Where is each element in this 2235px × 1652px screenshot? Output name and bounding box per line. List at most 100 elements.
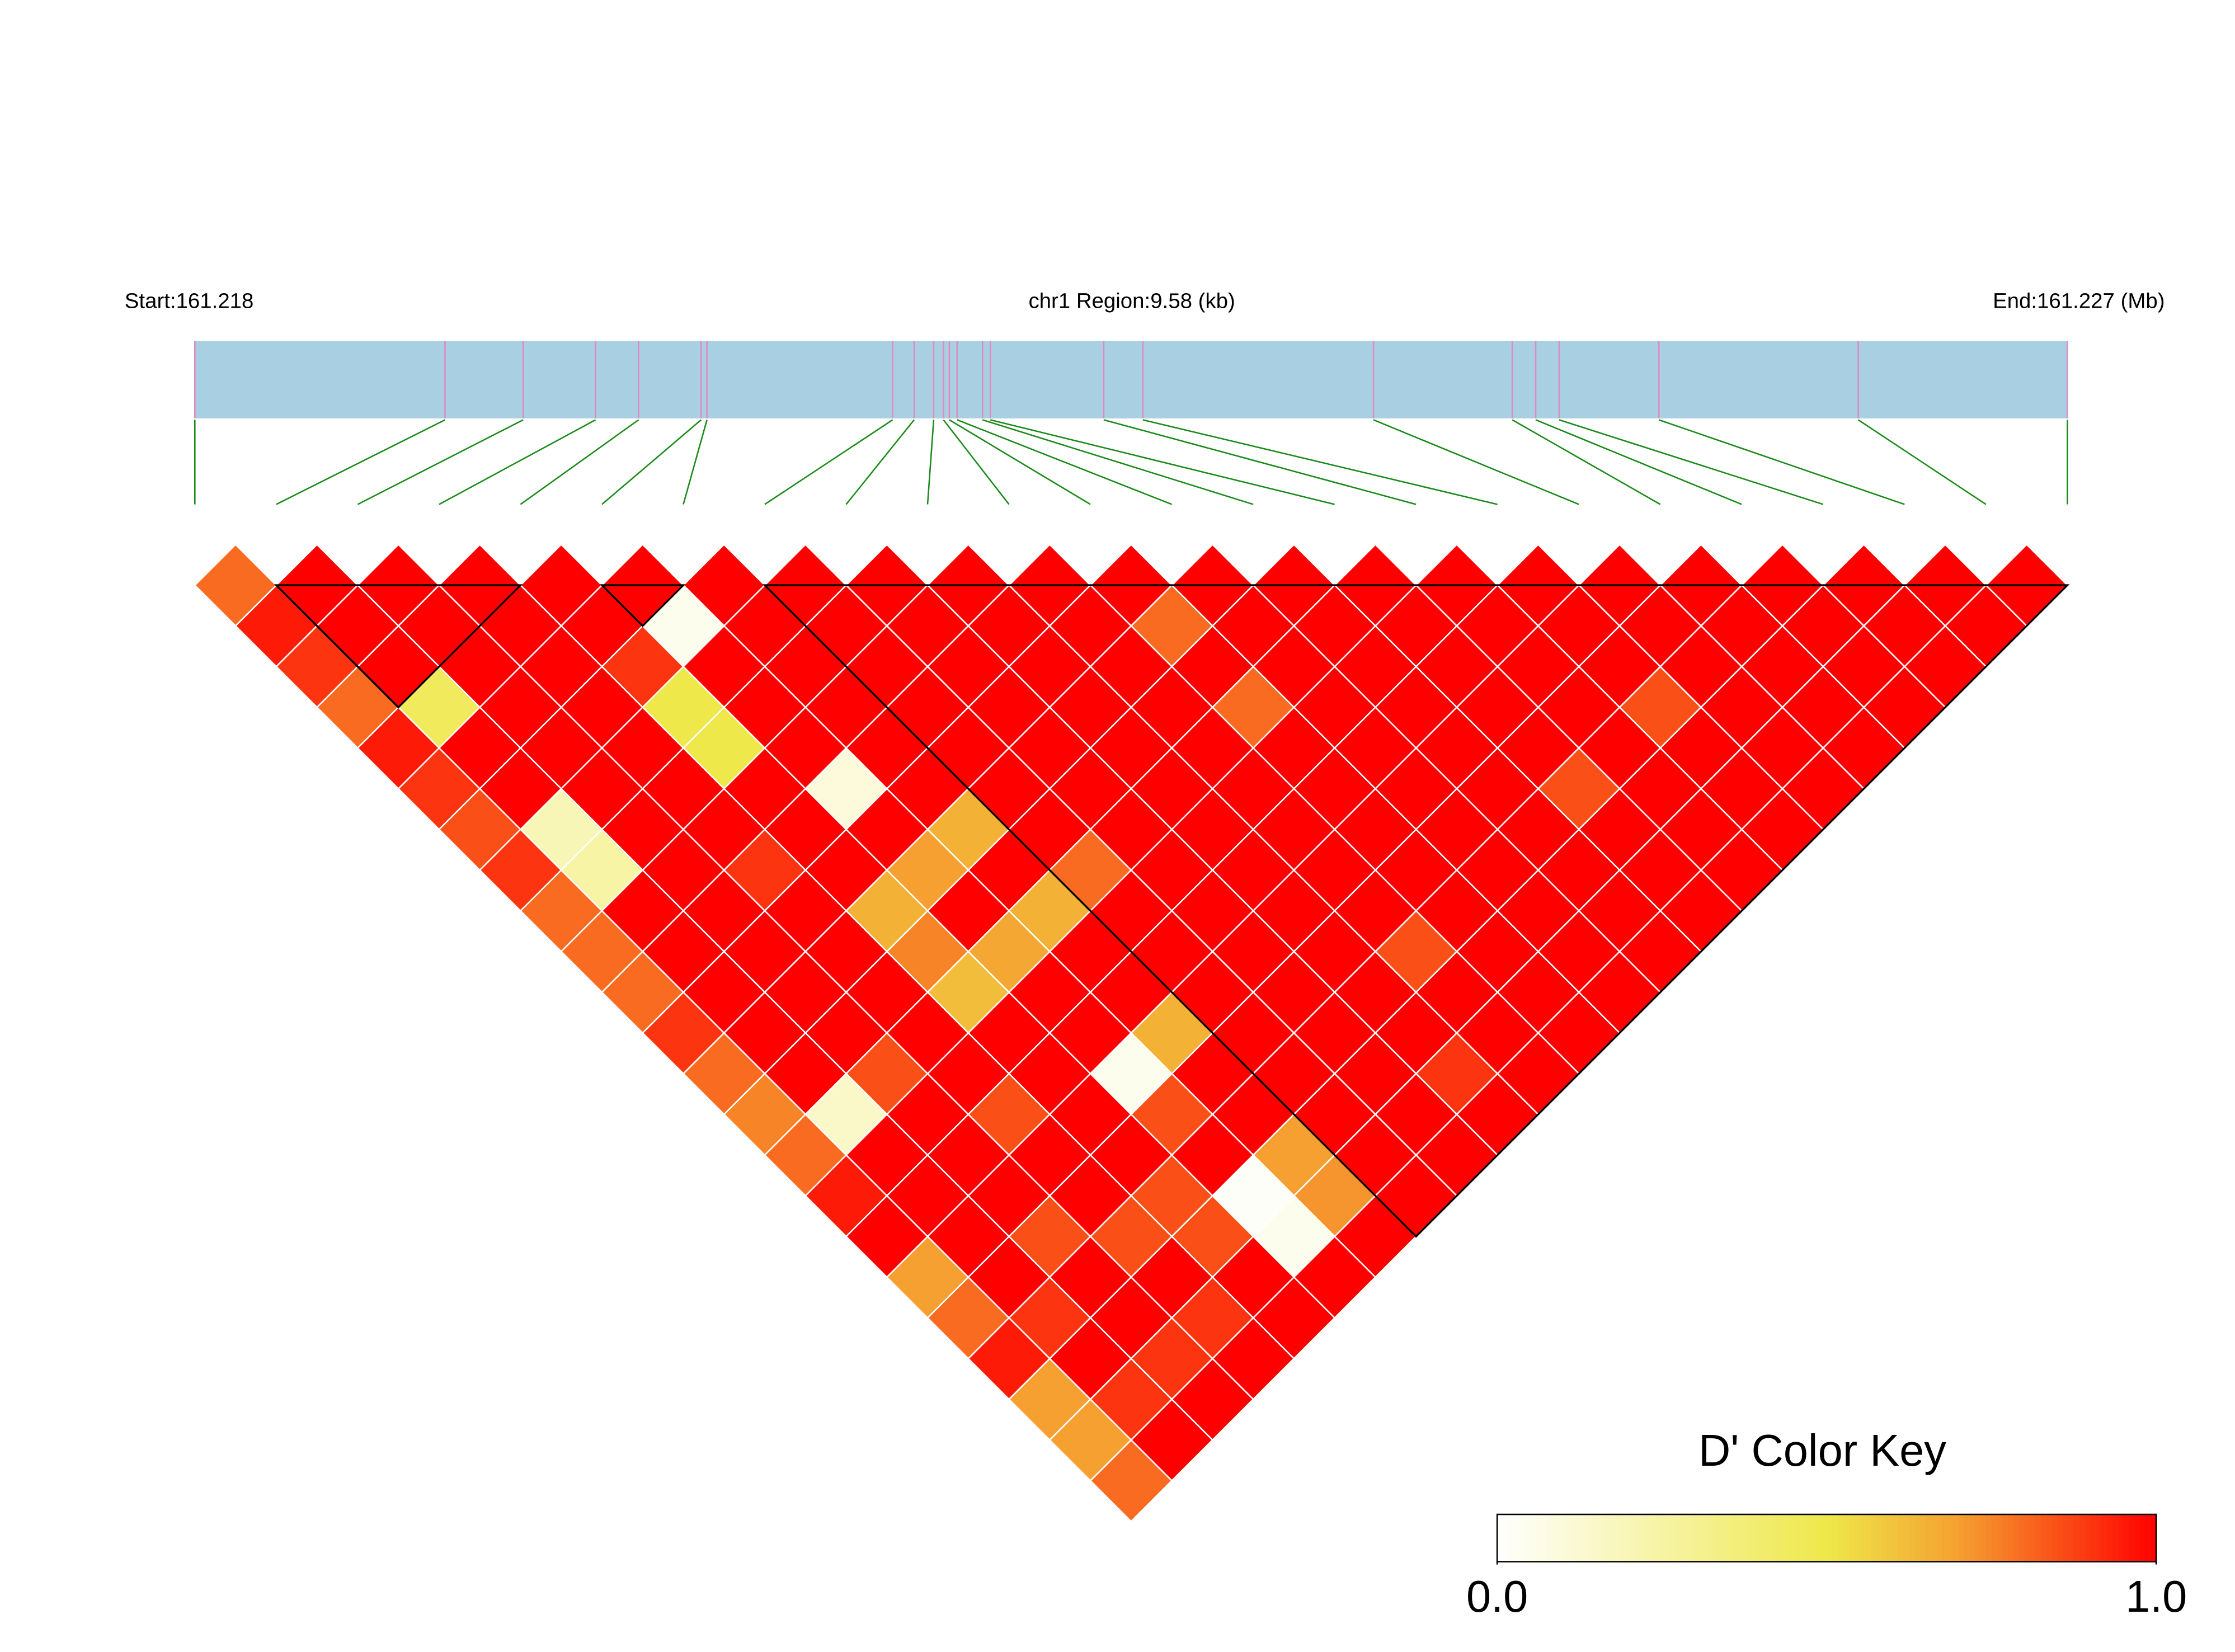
color-key-swatch (1854, 1514, 1861, 1562)
snp-connector (1142, 419, 1498, 505)
color-key-swatch (1552, 1514, 1559, 1562)
color-key-swatch (1969, 1514, 1976, 1562)
color-key-swatch (2073, 1514, 2080, 1562)
color-key-swatch (1513, 1514, 1520, 1562)
color-key-swatch (1799, 1514, 1805, 1562)
snp-connector (1857, 419, 1987, 505)
ld-block (599, 584, 686, 628)
color-key-swatch (1903, 1514, 1910, 1562)
ld-block (274, 584, 523, 709)
color-key-swatch (1985, 1514, 1992, 1562)
snp-connector (982, 419, 1254, 505)
color-key-swatch (1574, 1514, 1580, 1562)
color-key-swatch (2046, 1514, 2053, 1562)
color-key-swatch (1881, 1514, 1888, 1562)
snp-connector (1103, 419, 1417, 505)
color-key-swatch (1585, 1514, 1592, 1562)
snp-connector (357, 419, 524, 505)
region-label: chr1 Region:9.58 (kb) (1028, 289, 1235, 313)
color-key-swatch (2008, 1514, 2014, 1562)
color-key-swatch (2123, 1514, 2130, 1562)
color-key-swatch (1914, 1514, 1921, 1562)
color-key-swatch (1892, 1514, 1899, 1562)
color-key-swatch (2139, 1514, 2146, 1562)
color-key-swatch (1706, 1514, 1712, 1562)
color-key-swatch (2052, 1514, 2058, 1562)
snp-connector (990, 419, 1335, 505)
color-key-swatch (2040, 1514, 2047, 1562)
color-key-swatch (2118, 1514, 2124, 1562)
snp-connector (276, 419, 446, 505)
color-key-swatch (1558, 1514, 1564, 1562)
color-key-swatch (1683, 1514, 1690, 1562)
color-key-swatch (1909, 1514, 1916, 1562)
color-key-swatch (2112, 1514, 2119, 1562)
color-key-swatch (1640, 1514, 1646, 1562)
color-key-swatch (1651, 1514, 1657, 1562)
color-key-swatch (2145, 1514, 2152, 1562)
color-key-swatch (1563, 1514, 1569, 1562)
color-key-swatch (2063, 1514, 2069, 1562)
color-key-swatch (1755, 1514, 1762, 1562)
color-key-swatch (1942, 1514, 1949, 1562)
gene-bar (195, 341, 2068, 418)
end-label: End:161.227 (Mb) (1993, 289, 2165, 313)
color-key-frame (1496, 1513, 2157, 1562)
color-key-swatch (2013, 1514, 2020, 1562)
color-key-swatch (1579, 1514, 1586, 1562)
color-key-swatch (1749, 1514, 1756, 1562)
color-key-swatch (1618, 1514, 1624, 1562)
color-key-swatch (1546, 1514, 1553, 1562)
color-key-swatch (1876, 1514, 1883, 1562)
color-key-swatch (1794, 1514, 1800, 1562)
color-key-swatch (2018, 1514, 2025, 1562)
color-key-swatch (1524, 1514, 1531, 1562)
color-key-swatch (1689, 1514, 1696, 1562)
color-key-swatch (1931, 1514, 1937, 1562)
color-key-swatch (1568, 1514, 1575, 1562)
color-key-swatch (1837, 1514, 1844, 1562)
color-key-swatch (1497, 1514, 1503, 1562)
color-key-tick-label: 0.0 (1466, 1571, 1528, 1621)
color-key-swatch (1629, 1514, 1635, 1562)
color-key-swatch (1519, 1514, 1526, 1562)
snp-connector (683, 420, 708, 505)
color-key-swatch (2151, 1514, 2157, 1562)
color-key-swatch (1815, 1514, 1822, 1562)
snp-connector (949, 419, 1091, 505)
snp-connector (439, 419, 596, 505)
color-key-swatch (2129, 1514, 2135, 1562)
color-key-swatch (2079, 1514, 2086, 1562)
color-key-swatch (2035, 1514, 2042, 1562)
color-key-swatch (2096, 1514, 2102, 1562)
ld-cell (1089, 1439, 1173, 1523)
color-key-swatch (1870, 1514, 1877, 1562)
color-key-swatch (1777, 1514, 1784, 1562)
color-key-swatch (1964, 1514, 1970, 1562)
snp-connector (957, 419, 1173, 505)
color-key-swatch (1920, 1514, 1926, 1562)
color-key-swatch (1623, 1514, 1630, 1562)
color-key-swatch (2101, 1514, 2107, 1562)
color-key-swatch (2068, 1514, 2074, 1562)
color-key-swatch (1541, 1514, 1547, 1562)
color-key-swatch (1810, 1514, 1817, 1562)
color-key-swatch (1843, 1514, 1850, 1562)
color-key-swatch (1645, 1514, 1652, 1562)
snp-connector (845, 419, 915, 505)
color-key-swatch (1975, 1514, 1982, 1562)
color-key-swatch (1634, 1514, 1641, 1562)
color-key-swatch (1508, 1514, 1514, 1562)
color-key-swatch (1991, 1514, 1998, 1562)
color-key-swatch (2106, 1514, 2113, 1562)
snp-connector (1535, 419, 1742, 505)
color-key-swatch (1788, 1514, 1795, 1562)
snp-connector (1512, 419, 1661, 505)
color-key-swatch (1865, 1514, 1871, 1562)
snp-connector (926, 420, 935, 505)
snp-connector (1373, 419, 1579, 505)
snp-connector (601, 419, 702, 505)
color-key-swatch (1761, 1514, 1767, 1562)
color-key-swatch (1596, 1514, 1602, 1562)
color-key-swatch (1601, 1514, 1608, 1562)
